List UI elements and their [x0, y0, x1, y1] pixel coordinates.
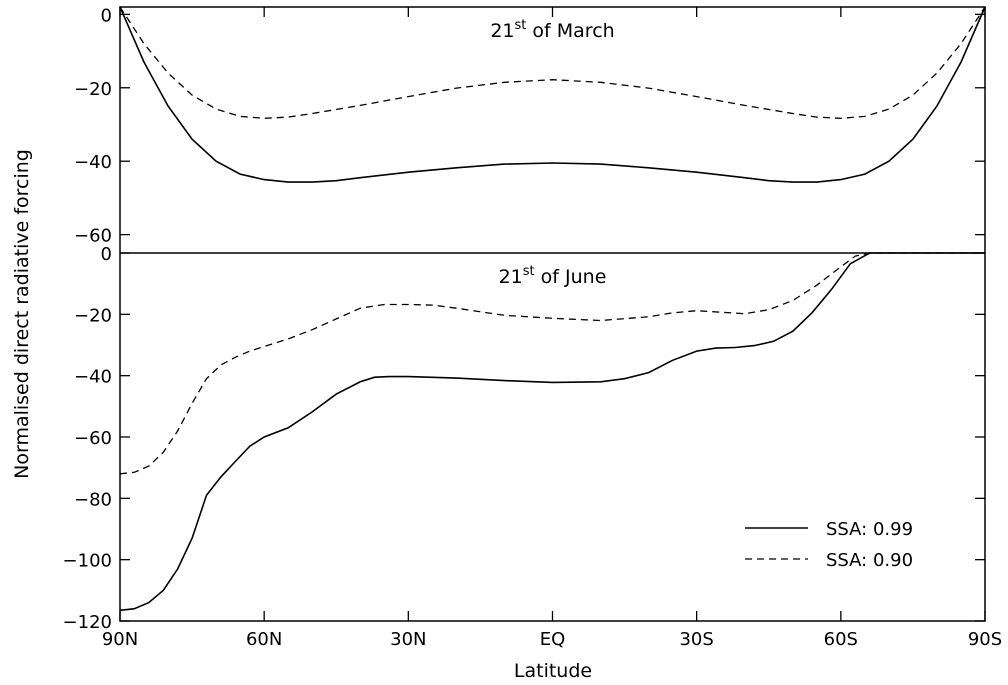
y-tick-label-bottom: −40: [74, 367, 112, 388]
x-tick-label: 60N: [246, 629, 282, 650]
x-tick-label: EQ: [540, 629, 566, 650]
y-tick-label-top: −60: [74, 226, 112, 247]
y-tick-label-bottom: −100: [63, 551, 112, 572]
series-line-bottom-solid: [119, 252, 985, 612]
y-tick-label-bottom: −20: [74, 305, 112, 326]
x-tick-label: 30S: [679, 629, 713, 650]
x-tick-label: 60S: [824, 629, 858, 650]
y-tick-label-bottom: −120: [63, 612, 112, 633]
y-tick-label-bottom: 0: [101, 244, 112, 265]
panel-title-bottom: 21st of June: [499, 264, 607, 288]
x-tick-label: 30N: [390, 629, 426, 650]
y-axis-title: Normalised direct radiative forcing: [11, 149, 33, 479]
y-tick-label-top: −40: [74, 152, 112, 173]
y-tick-label-top: 0: [101, 5, 112, 26]
y-tick-label-top: −20: [74, 79, 112, 100]
series-line-top-solid: [119, 6, 986, 183]
y-tick-label-bottom: −80: [74, 489, 112, 510]
series-line-bottom-dashed: [119, 252, 985, 475]
x-tick-label: 90N: [102, 629, 138, 650]
series-line-top-dashed: [119, 6, 986, 119]
legend-label: SSA: 0.99: [826, 519, 913, 540]
x-tick-label: 90S: [968, 629, 1002, 650]
x-axis-title: Latitude: [514, 660, 592, 682]
y-tick-label-bottom: −60: [74, 428, 112, 449]
legend-label: SSA: 0.90: [826, 550, 913, 571]
panel-title-top: 21st of March: [490, 18, 614, 42]
